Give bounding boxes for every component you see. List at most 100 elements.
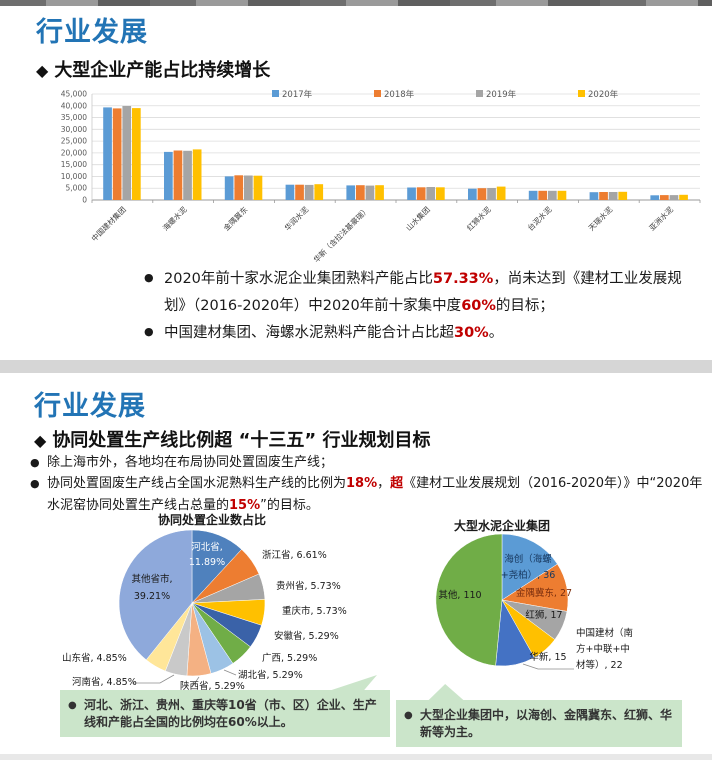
section1-title: 行业发展: [36, 17, 148, 48]
text-segment: 。: [488, 324, 504, 341]
bar: [314, 184, 324, 200]
bar: [224, 176, 234, 200]
pie-label: 广西, 5.29%: [262, 652, 317, 664]
pie-label: 浙江省, 6.61%: [262, 549, 327, 561]
y-axis-label: 15,000: [61, 160, 87, 169]
bar: [669, 195, 679, 200]
callout-bullet: ● 大型企业集团中，以海创、金隅冀东、红狮、华新等为主。: [404, 707, 672, 741]
text-segment: 2020年前十家水泥企业集团熟料产能占比: [164, 271, 433, 287]
x-axis-label: 金隅冀东: [221, 204, 250, 233]
bar: [304, 184, 314, 200]
bar-chart: 0 5,000 10,000 15,000 20,000 25,000 30,000 35,0…: [61, 89, 701, 264]
callout-text: 大型企业集团中，以海创、金隅冀东、红狮、华新等为主。: [420, 708, 673, 740]
text-segment: ，: [377, 476, 391, 492]
bar: [192, 149, 202, 200]
bar: [650, 195, 660, 200]
pie-label: 其他, 110: [438, 589, 481, 601]
text-segment: 除上海市外，各地均在布局协同处置固废生产线；: [47, 455, 334, 470]
x-axis-label: 山水集团: [404, 204, 432, 232]
highlight-text: 30%: [454, 324, 489, 341]
pie-title: 大型水泥企业集团: [454, 518, 550, 533]
pie-label: 陕西省, 5.29%: [180, 680, 245, 692]
legend-label: 2018年: [384, 89, 415, 100]
legend-swatch: [578, 90, 585, 97]
bullet-text: 中国建材集团、海螺水泥熟料产能合计占比超30%。: [164, 320, 700, 347]
bar: [132, 108, 141, 200]
bar: [173, 150, 183, 200]
bar: [618, 191, 628, 200]
pie-label: 安徽省, 5.29%: [274, 630, 339, 642]
callout-text: 河北、浙江、贵州、重庆等10省（市、区）企业、生产线和产能占全国的比例均在60%…: [84, 698, 377, 730]
bar: [285, 184, 295, 200]
bar: [365, 185, 375, 200]
highlight-text: 超: [390, 476, 404, 492]
pie-label: 中国建材（南: [576, 627, 633, 639]
bar: [426, 187, 436, 200]
bar: [660, 195, 669, 200]
y-axis-label: 40,000: [61, 101, 87, 110]
bar: [183, 150, 192, 200]
pie-label: 金隅冀东, 27: [516, 587, 572, 599]
callout-right: ● 大型企业集团中，以海创、金隅冀东、红狮、华新等为主。: [396, 684, 682, 748]
bar: [589, 192, 599, 200]
highlight-text: 57.33%: [432, 271, 494, 287]
y-axis-label: 30,000: [61, 125, 87, 134]
pie-label: 海创（海螺: [504, 553, 552, 565]
bar: [557, 190, 567, 200]
section2-subtitle: ◆ 协同处置生产线比例超 “十三五” 行业规划目标: [34, 426, 431, 452]
highlight-text: 18%: [346, 476, 378, 492]
y-axis-label: 25,000: [61, 137, 87, 146]
leader-line: [191, 676, 200, 688]
bar: [164, 151, 173, 200]
section1-subtitle: ◆ 大型企业产能占比持续增长: [36, 56, 270, 82]
pie-slice: [118, 529, 193, 661]
bar: [375, 185, 384, 200]
pie-label: 湖北省, 5.29%: [238, 669, 303, 681]
bullet-text: 2020年前十家水泥企业集团熟料产能占比57.33%，尚未达到《建材工业发展规划…: [164, 266, 700, 320]
section-divider: [0, 360, 712, 373]
bullet-dot-icon: ●: [144, 324, 154, 338]
legend-swatch: [272, 90, 279, 97]
bar: [487, 188, 496, 200]
x-axis-label: 中国建材集团: [89, 204, 128, 243]
x-axis-label: 天瑞水泥: [586, 204, 615, 233]
bullet-item: ● 中国建材集团、海螺水泥熟料产能合计占比超30%。: [144, 320, 700, 347]
pie-label: 贵州省, 5.73%: [276, 580, 341, 592]
section1-subtitle-text: 大型企业产能占比持续增长: [54, 60, 271, 81]
pie-label: 山东省, 4.85%: [62, 652, 127, 664]
legend-label: 2017年: [282, 89, 313, 100]
bar: [253, 175, 263, 200]
y-axis-label: 45,000: [61, 90, 87, 99]
bullet-dot-icon: ●: [30, 477, 40, 491]
legend-swatch: [476, 90, 483, 97]
y-axis-label: 0: [82, 196, 87, 205]
bullet-item: ● 除上海市外，各地均在布局协同处置固废生产线；: [30, 452, 708, 473]
bar: [679, 194, 688, 200]
bar: [496, 186, 506, 200]
section2-bullets: ● 除上海市外，各地均在布局协同处置固废生产线； ● 协同处置固废生产线占全国水…: [30, 452, 708, 516]
text-segment: 中国建材集团、海螺水泥熟料产能合计占比超: [164, 324, 454, 341]
legend-label: 2019年: [486, 89, 517, 100]
bullet-dot-icon: ●: [30, 456, 40, 469]
bottom-border: [0, 754, 712, 760]
y-axis-label: 35,000: [61, 113, 87, 122]
bar: [528, 190, 538, 200]
y-axis-label: 10,000: [61, 172, 87, 181]
bar: [122, 106, 132, 200]
pie-slice: [435, 533, 503, 666]
text-segment: 协同处置固废生产线占全国水泥熟料生产线的比例为: [47, 476, 347, 492]
bar: [538, 190, 548, 200]
bullet-item: ● 协同处置固废生产线占全国水泥熟料生产线的比例为18%，超《建材工业发展规划（…: [30, 473, 708, 516]
leader-line: [223, 669, 237, 676]
pie-slice: [501, 533, 558, 601]
highlight-text: 15%: [229, 497, 261, 513]
x-axis-label: 华新（含拉法基豪瑞）: [311, 204, 371, 264]
bar: [103, 107, 112, 200]
bullet-text: 除上海市外，各地均在布局协同处置固废生产线；: [47, 452, 708, 473]
x-axis-label: 海螺水泥: [160, 204, 189, 233]
pie-title: 协同处置企业数占比: [158, 512, 266, 527]
x-axis-label: 红狮水泥: [464, 204, 493, 233]
top-border: [0, 0, 712, 6]
